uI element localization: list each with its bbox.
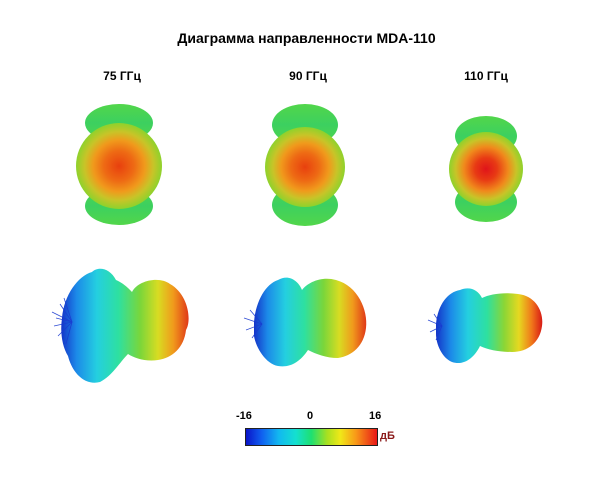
front-pattern-75 <box>76 104 162 225</box>
side-pattern-75 <box>51 268 189 383</box>
colorbar-mid-label: 0 <box>307 410 314 422</box>
colorbar <box>245 428 378 446</box>
front-pattern-90 <box>265 104 345 226</box>
colorbar-unit-label: дБ <box>380 430 395 442</box>
colorbar-max-label: 16 <box>369 410 382 422</box>
front-pattern-110 <box>449 116 523 222</box>
diagram-title: Диаграмма направленности MDA-110 <box>177 30 436 46</box>
freq-label-75: 75 ГГц <box>103 69 141 83</box>
freq-label-90: 90 ГГц <box>289 69 327 83</box>
side-pattern-110 <box>427 288 543 364</box>
colorbar-min-label: -16 <box>236 410 252 422</box>
freq-label-110: 110 ГГц <box>464 69 508 83</box>
side-pattern-90 <box>243 277 367 367</box>
